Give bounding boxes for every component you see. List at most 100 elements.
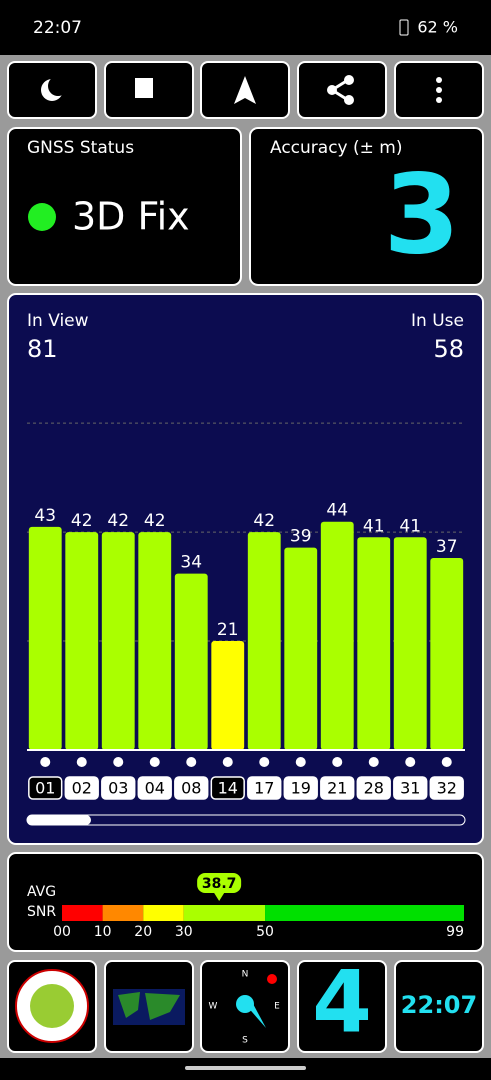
sat-id: 03	[108, 779, 128, 798]
sat-id: 01	[35, 779, 55, 798]
avg-value: 38.7	[202, 876, 237, 892]
clock-tile[interactable]	[394, 960, 484, 1053]
snr-bar	[174, 573, 208, 750]
sat-id-box	[28, 776, 63, 800]
accuracy-panel	[249, 127, 484, 286]
sat-id: 17	[254, 779, 274, 798]
battery-icon	[399, 19, 409, 36]
sat-id-box	[283, 776, 318, 800]
in-view-label: In View	[27, 311, 89, 331]
snr-label: 42	[253, 511, 275, 531]
snr-band	[62, 905, 103, 921]
in-view-value: 81	[27, 335, 58, 363]
snr-label: 21	[217, 620, 239, 640]
skyplot-sats	[30, 984, 74, 1028]
sat-id-box	[174, 776, 209, 800]
snr-label: 43	[34, 506, 56, 526]
snr-bar	[138, 532, 172, 750]
snr-label: 42	[144, 511, 166, 531]
snr-band	[143, 905, 184, 921]
clock: 22:07	[33, 18, 82, 38]
share-dot	[327, 85, 337, 95]
snr-bar	[430, 558, 464, 750]
snr-band	[265, 905, 464, 921]
share-button[interactable]	[297, 61, 387, 119]
sat-dot	[186, 757, 197, 767]
accuracy-value: 3	[383, 150, 460, 278]
sat-dot	[113, 757, 124, 767]
snr-tick-label: 30	[175, 924, 193, 940]
sat-id: 28	[364, 779, 384, 798]
avg-pointer	[214, 893, 225, 901]
sat-id: 21	[327, 779, 347, 798]
sat-dot	[332, 757, 343, 767]
avg-badge	[197, 873, 242, 893]
share-dot	[344, 95, 354, 105]
fix-indicator	[28, 203, 56, 231]
count-tile[interactable]	[297, 960, 387, 1053]
snr-label: 42	[71, 511, 93, 531]
snr-label: SNR	[27, 904, 56, 920]
sat-id: 32	[437, 779, 457, 798]
snr-label: 37	[436, 537, 458, 557]
snr-label: 41	[399, 516, 421, 536]
snr-bar	[357, 537, 391, 750]
sat-id-box	[210, 776, 245, 800]
snr-bar	[101, 532, 135, 750]
sat-dot	[222, 757, 233, 767]
person-icon	[135, 78, 153, 98]
snr-band	[102, 905, 144, 921]
snr-tick-label: 50	[256, 924, 274, 940]
snr-bar	[393, 537, 427, 750]
sat-id: 19	[291, 779, 311, 798]
sat-id: 04	[145, 779, 165, 798]
snr-label: 34	[180, 553, 202, 573]
snr-label: 44	[326, 501, 348, 521]
snr-bar	[211, 641, 245, 750]
sat-id-box	[64, 776, 99, 800]
menu-dot	[436, 97, 442, 103]
sat-id: 02	[72, 779, 92, 798]
count-value: 4	[312, 952, 372, 1052]
sat-id: 08	[181, 779, 201, 798]
snr-label: 41	[363, 516, 385, 536]
clock-value: 22:07	[401, 991, 477, 1019]
snr-bar	[247, 532, 281, 750]
snr-bar	[65, 532, 99, 750]
snr-tick-label: 10	[94, 924, 112, 940]
sat-id-box	[137, 776, 172, 800]
share-dot	[344, 75, 354, 85]
sat-id: 14	[218, 779, 238, 798]
sat-dot	[259, 757, 270, 767]
compass-letter: S	[242, 1036, 248, 1046]
sat-dot	[40, 757, 51, 767]
sat-dot	[441, 757, 452, 767]
fix-value: 3D Fix	[72, 195, 190, 239]
snr-tick-label: 99	[446, 924, 464, 940]
scroll-thumb[interactable]	[27, 815, 91, 825]
moon-cut	[48, 76, 68, 96]
sat-id-box	[429, 776, 464, 800]
compass-letter: W	[209, 1002, 218, 1012]
sat-dot	[405, 757, 416, 767]
sat-id-box	[393, 776, 428, 800]
compass-sun	[267, 974, 277, 984]
battery: 62 %	[417, 18, 458, 37]
in-use-label: In Use	[411, 311, 464, 331]
snr-bar	[28, 526, 62, 750]
snr-tick-label: 00	[53, 924, 71, 940]
snr-bar	[284, 547, 318, 750]
sat-dot	[295, 757, 306, 767]
sat-dot	[76, 757, 87, 767]
snr-label: 39	[290, 527, 312, 547]
toolbar	[7, 61, 484, 119]
snr-panel	[7, 852, 484, 952]
home-indicator[interactable]	[185, 1066, 306, 1070]
arrow-icon	[234, 76, 256, 104]
in-use-value: 58	[433, 335, 464, 363]
status-bar	[0, 0, 491, 55]
gnss-panel	[7, 127, 242, 286]
sat-dot	[368, 757, 379, 767]
